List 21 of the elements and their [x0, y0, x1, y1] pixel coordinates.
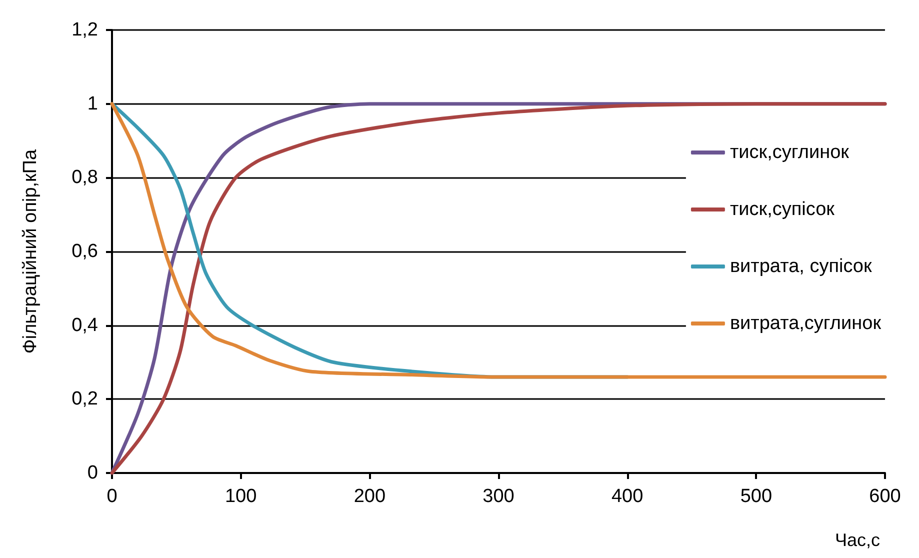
legend-label: тиск,суглинок	[730, 142, 850, 163]
legend-label: витрата,суглинок	[730, 313, 882, 334]
legend-label: витрата, супісок	[730, 256, 872, 277]
legend-label: тиск,супісок	[730, 199, 836, 220]
x-axis-title: Час,с	[835, 530, 880, 550]
x-tick-label: 0	[106, 486, 118, 507]
x-tick-label: 400	[611, 486, 644, 507]
y-axis-title: Фільтраційний опір,кПа	[20, 148, 41, 354]
x-tick-label: 500	[740, 486, 772, 507]
y-tick-label: 0,6	[72, 241, 98, 262]
x-tick-label: 600	[869, 486, 901, 507]
x-tick-label: 200	[354, 486, 386, 507]
y-tick-label: 0,8	[72, 167, 98, 188]
line-series	[110, 102, 887, 379]
y-tick-label: 0,2	[72, 388, 98, 410]
y-tick-label: 0	[87, 462, 98, 484]
y-tick-label: 0,4	[72, 314, 98, 336]
x-tick-label: 100	[224, 486, 257, 507]
x-tick-label: 300	[482, 486, 514, 507]
y-tick-label: 1	[87, 93, 98, 114]
y-tick-label: 1,2	[72, 20, 98, 40]
